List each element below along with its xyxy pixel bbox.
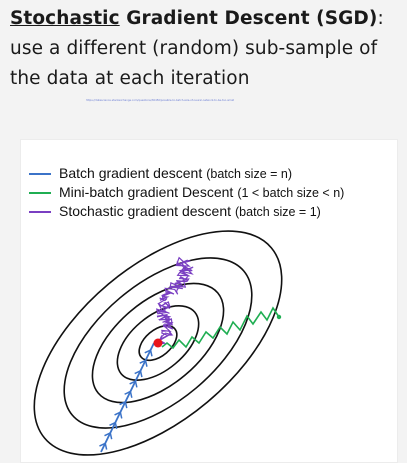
minimum-point bbox=[153, 338, 163, 348]
loss-contours bbox=[33, 230, 283, 456]
contour-ring-2 bbox=[116, 305, 200, 381]
legend-label-minibatch: Mini-batch gradient Descent bbox=[59, 184, 234, 200]
title-gradient-descent: Gradient Descent (SGD) bbox=[119, 8, 378, 29]
contour-ring-5 bbox=[33, 230, 283, 456]
batch-arrowhead bbox=[99, 442, 108, 450]
gradient-descent-figure: Batch gradient descent (batch size = n) M… bbox=[20, 139, 398, 463]
batch-arrowhead bbox=[104, 431, 113, 440]
batch-arrowhead bbox=[129, 380, 138, 388]
legend-note-minibatch: (1 < batch size < n) bbox=[237, 186, 345, 200]
batch-arrowhead bbox=[114, 411, 123, 419]
legend-swatch-minibatch bbox=[29, 192, 51, 194]
contour-plot bbox=[33, 230, 283, 456]
legend-label-stochastic: Stochastic gradient descent bbox=[59, 203, 231, 219]
title-description: : use a different (random) sub-sample of… bbox=[10, 8, 384, 89]
contour-ring-4 bbox=[63, 257, 253, 429]
legend-swatch-stochastic bbox=[29, 211, 51, 213]
stochastic-path bbox=[155, 256, 194, 345]
minibatch-path bbox=[161, 306, 280, 350]
minibatch-start-point bbox=[276, 314, 282, 320]
batch-arrowhead bbox=[134, 369, 143, 378]
legend-swatch-batch bbox=[29, 173, 51, 175]
descent-paths bbox=[99, 256, 282, 453]
batch-arrowhead bbox=[139, 359, 148, 367]
legend-label-batch: Batch gradient descent bbox=[59, 165, 203, 181]
contour-ring-3 bbox=[91, 282, 225, 404]
legend-note-stochastic: (batch size = 1) bbox=[235, 205, 321, 219]
legend-note-batch: (batch size = n) bbox=[206, 167, 293, 181]
batch-arrowhead bbox=[144, 349, 153, 357]
source-link[interactable]: https://datascience.stackexchange.com/qu… bbox=[86, 99, 235, 102]
batch-arrowhead bbox=[124, 390, 133, 398]
slide-title: Stochastic Gradient Descent (SGD): use a… bbox=[10, 4, 405, 94]
contour-ring-1 bbox=[138, 324, 178, 362]
batch-arrowhead bbox=[119, 400, 128, 409]
batch-arrowhead bbox=[109, 421, 118, 429]
title-stochastic: Stochastic bbox=[10, 8, 120, 29]
